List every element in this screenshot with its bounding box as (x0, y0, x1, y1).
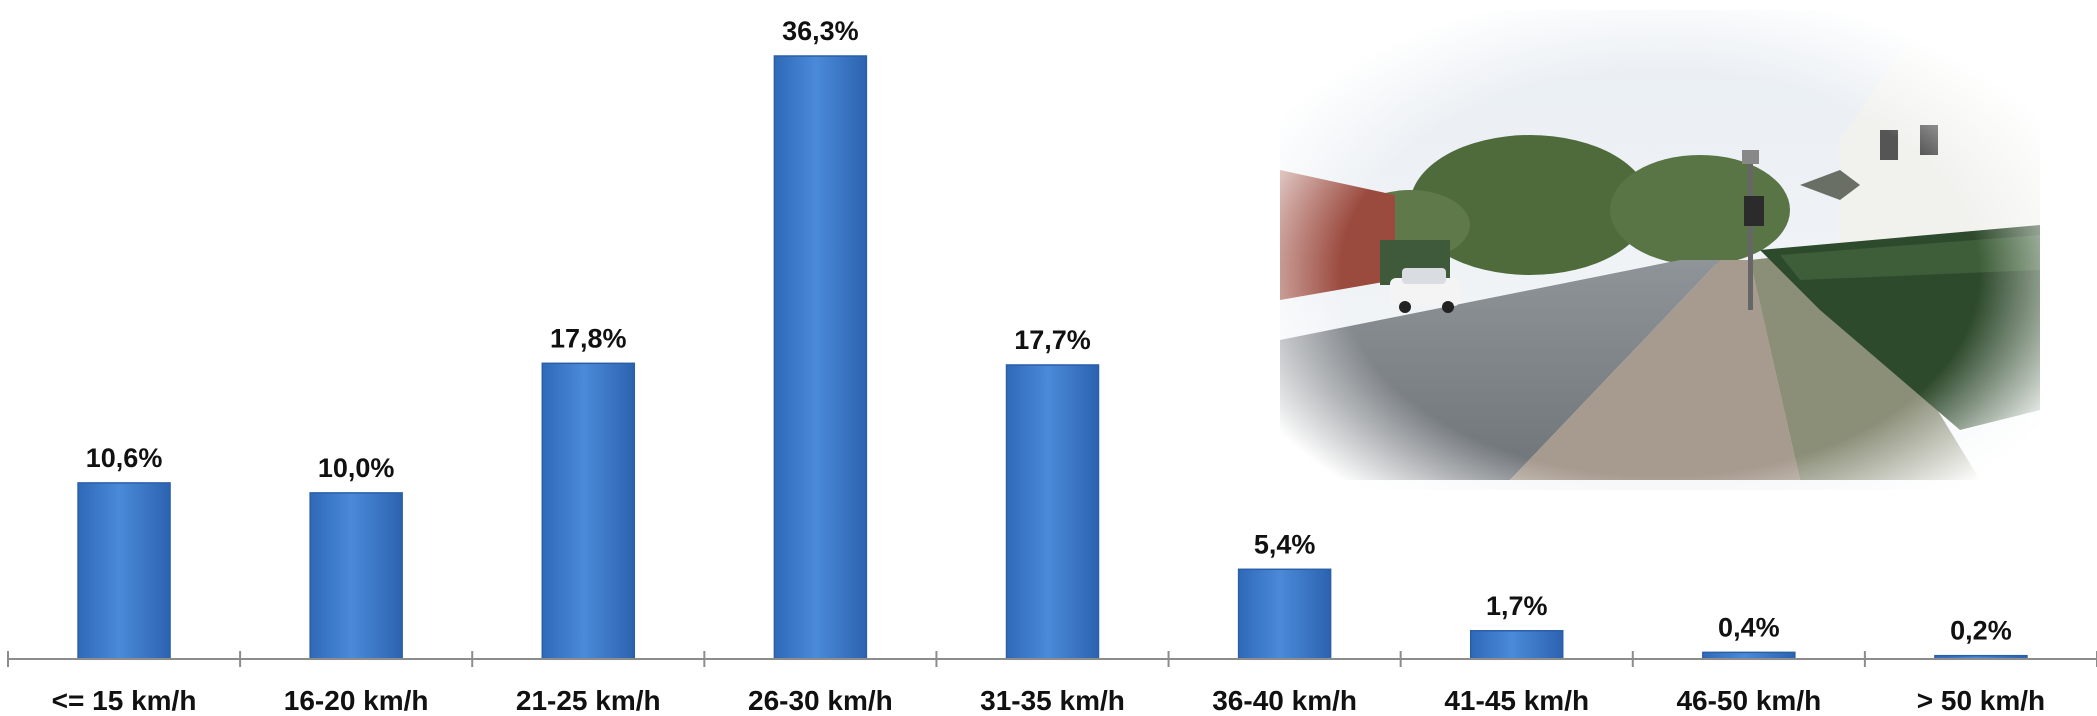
category-label: 41-45 km/h (1444, 685, 1589, 716)
bar (1237, 568, 1332, 660)
bar-value-label: 36,3% (782, 16, 859, 46)
category-label: <= 15 km/h (52, 685, 197, 716)
bars-group (77, 55, 2028, 660)
bar (309, 492, 403, 660)
x-axis-ticks (7, 651, 2097, 667)
bar-value-label: 17,8% (550, 323, 627, 353)
bar (1469, 630, 1564, 660)
category-label: 16-20 km/h (284, 685, 429, 716)
category-label: 46-50 km/h (1676, 685, 1821, 716)
bar-value-label: 10,0% (318, 453, 395, 483)
bar (541, 362, 636, 660)
category-label: 26-30 km/h (748, 685, 893, 716)
bar (1005, 364, 1100, 660)
bar-value-label: 17,7% (1014, 325, 1091, 355)
bar (773, 55, 868, 660)
bar-value-label: 1,7% (1486, 591, 1548, 621)
bar-value-label: 10,6% (86, 443, 163, 473)
street-photo-illustration (1280, 10, 2040, 490)
bar (77, 482, 171, 660)
category-labels-group: <= 15 km/h 16-20 km/h 21-25 km/h 26-30 km/h… (52, 685, 2045, 716)
bar-value-label: 0,4% (1718, 612, 1780, 642)
bar-value-label: 0,2% (1950, 616, 2012, 646)
category-label: 21-25 km/h (516, 685, 661, 716)
category-label: > 50 km/h (1917, 685, 2045, 716)
category-label: 36-40 km/h (1212, 685, 1357, 716)
bar-value-label: 5,4% (1254, 529, 1316, 559)
value-labels-group: 10,6% 10,0% 17,8% 36,3% 17,7% 5,4% 1,7% 0,4% 0,2… (86, 16, 2012, 646)
category-label: 31-35 km/h (980, 685, 1125, 716)
